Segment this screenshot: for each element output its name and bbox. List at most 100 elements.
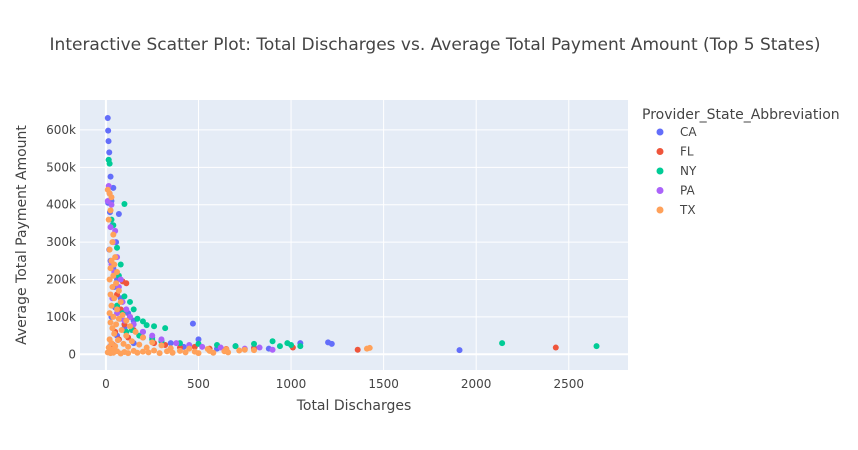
legend-item-tx[interactable]: TX — [656, 203, 696, 217]
data-point[interactable] — [120, 340, 127, 347]
data-point[interactable] — [269, 346, 276, 353]
data-point[interactable] — [328, 340, 335, 347]
data-point[interactable] — [121, 200, 128, 207]
data-point[interactable] — [297, 343, 304, 350]
data-point[interactable] — [117, 261, 124, 268]
data-point[interactable] — [107, 265, 114, 272]
data-point[interactable] — [236, 347, 243, 354]
data-point[interactable] — [105, 127, 112, 134]
data-point[interactable] — [123, 306, 130, 313]
data-point[interactable] — [105, 216, 112, 223]
legend[interactable]: CA FL NY PA TX — [656, 125, 698, 217]
data-point[interactable] — [106, 310, 113, 317]
data-point[interactable] — [176, 347, 183, 354]
data-point[interactable] — [106, 276, 113, 283]
data-point[interactable] — [145, 349, 152, 356]
data-point[interactable] — [108, 194, 115, 201]
data-point[interactable] — [125, 350, 132, 357]
data-point[interactable] — [366, 344, 373, 351]
data-point[interactable] — [132, 328, 139, 335]
data-point[interactable] — [107, 173, 114, 180]
data-point[interactable] — [251, 347, 258, 354]
data-point[interactable] — [117, 350, 124, 357]
data-point[interactable] — [115, 287, 122, 294]
data-point[interactable] — [139, 348, 146, 355]
data-point[interactable] — [106, 160, 113, 167]
data-point[interactable] — [126, 298, 133, 305]
data-point[interactable] — [139, 334, 146, 341]
data-point[interactable] — [136, 341, 143, 348]
data-point[interactable] — [186, 345, 193, 352]
data-point[interactable] — [232, 343, 239, 350]
data-point[interactable] — [256, 344, 263, 351]
data-point[interactable] — [104, 197, 111, 204]
data-point[interactable] — [195, 350, 202, 357]
data-point[interactable] — [130, 306, 137, 313]
data-point[interactable] — [499, 340, 506, 347]
data-point[interactable] — [134, 315, 141, 322]
data-point[interactable] — [552, 344, 559, 351]
data-point[interactable] — [108, 302, 115, 309]
data-point[interactable] — [113, 321, 120, 328]
data-point[interactable] — [456, 347, 463, 354]
data-point[interactable] — [106, 246, 113, 253]
data-point[interactable] — [114, 269, 121, 276]
data-point[interactable] — [126, 313, 133, 320]
data-point[interactable] — [151, 323, 158, 330]
data-point[interactable] — [149, 339, 156, 346]
data-point[interactable] — [241, 346, 248, 353]
data-point[interactable] — [195, 336, 202, 343]
legend-item-fl[interactable]: FL — [656, 145, 694, 159]
data-point[interactable] — [199, 343, 206, 350]
data-point[interactable] — [111, 330, 118, 337]
data-point[interactable] — [113, 280, 120, 287]
data-point[interactable] — [115, 211, 122, 218]
legend-item-pa[interactable]: PA — [656, 184, 696, 198]
data-point[interactable] — [162, 325, 169, 332]
data-point[interactable] — [109, 325, 116, 332]
data-point[interactable] — [107, 291, 114, 298]
data-point[interactable] — [106, 149, 113, 156]
data-point[interactable] — [114, 337, 121, 344]
data-point[interactable] — [110, 231, 117, 238]
data-point[interactable] — [105, 138, 112, 145]
data-point[interactable] — [107, 319, 114, 326]
data-point[interactable] — [210, 349, 217, 356]
data-point[interactable] — [169, 349, 176, 356]
data-point[interactable] — [139, 318, 146, 325]
data-point[interactable] — [107, 207, 114, 214]
data-point[interactable] — [139, 328, 146, 335]
data-point[interactable] — [110, 184, 117, 191]
data-point[interactable] — [125, 343, 132, 350]
data-point[interactable] — [123, 280, 130, 287]
data-point[interactable] — [117, 276, 124, 283]
data-point[interactable] — [119, 312, 126, 319]
data-point[interactable] — [108, 201, 115, 208]
data-point[interactable] — [149, 332, 156, 339]
data-point[interactable] — [143, 322, 150, 329]
legend-item-ny[interactable]: NY — [656, 164, 697, 178]
data-point[interactable] — [123, 317, 130, 324]
data-point[interactable] — [128, 338, 135, 345]
data-point[interactable] — [114, 306, 121, 313]
data-point[interactable] — [143, 344, 150, 351]
data-point[interactable] — [156, 350, 163, 357]
data-point[interactable] — [173, 340, 180, 347]
data-point[interactable] — [288, 341, 295, 348]
data-point[interactable] — [167, 340, 174, 347]
data-point[interactable] — [269, 338, 276, 345]
data-point[interactable] — [104, 114, 111, 121]
data-point[interactable] — [126, 323, 133, 330]
data-point[interactable] — [276, 343, 283, 350]
data-point[interactable] — [112, 254, 119, 261]
data-point[interactable] — [189, 320, 196, 327]
data-point[interactable] — [109, 239, 116, 246]
data-point[interactable] — [121, 293, 128, 300]
data-point[interactable] — [225, 349, 232, 356]
data-point[interactable] — [182, 349, 189, 356]
data-point[interactable] — [114, 244, 121, 251]
data-point[interactable] — [158, 336, 165, 343]
data-point[interactable] — [354, 346, 361, 353]
data-point[interactable] — [217, 344, 224, 351]
data-point[interactable] — [110, 272, 117, 279]
